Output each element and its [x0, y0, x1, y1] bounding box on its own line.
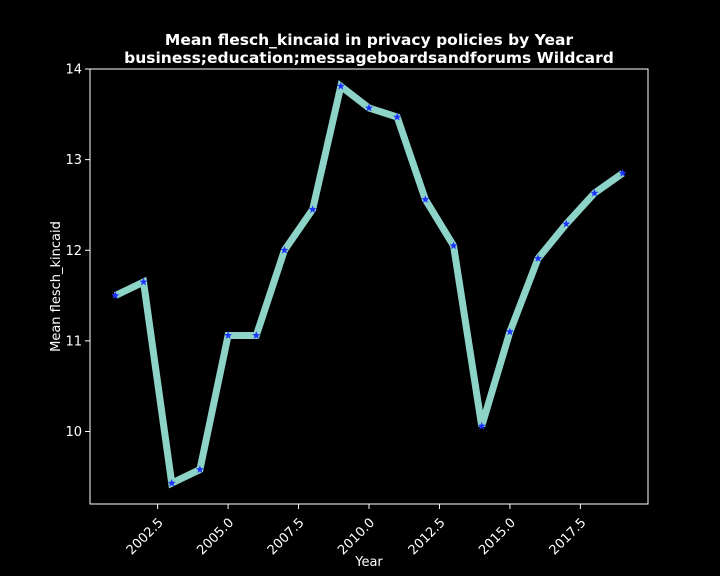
y-tick-label: 10: [65, 425, 82, 440]
data-point-marker: [618, 169, 627, 177]
y-tick-label: 11: [65, 334, 82, 349]
y-tick-label: 13: [65, 153, 82, 168]
chart-title: Mean flesch_kincaid in privacy policies …: [165, 31, 574, 49]
x-axis-label: Year: [354, 555, 383, 570]
data-point-marker: [111, 291, 120, 299]
data-point-marker: [449, 241, 458, 250]
data-point-marker: [365, 103, 373, 112]
data-point-marker: [562, 219, 571, 228]
data-point-marker: [167, 478, 176, 487]
data-point-marker: [308, 205, 317, 213]
data-point-marker: [590, 188, 599, 197]
y-tick-label: 12: [65, 244, 82, 259]
data-point-marker: [534, 254, 543, 262]
data-point-marker: [139, 277, 148, 286]
data-point-marker: [505, 327, 514, 336]
series-layer: [111, 80, 627, 489]
data-point-marker: [393, 112, 402, 121]
data-point-marker: [477, 421, 486, 430]
data-point-marker: [336, 82, 345, 90]
data-point-marker: [195, 465, 204, 473]
data-point-marker: [224, 331, 233, 339]
data-point-marker: [280, 246, 289, 254]
y-axis-label: Mean flesch_kincaid: [49, 221, 64, 352]
y-tick-label: 14: [65, 63, 82, 78]
y-axis: 10 11 12 13 14: [65, 63, 90, 440]
data-point-marker: [252, 331, 261, 339]
chart-subtitle: business;education;messageboardsandforum…: [124, 49, 614, 67]
data-point-marker: [421, 195, 430, 203]
